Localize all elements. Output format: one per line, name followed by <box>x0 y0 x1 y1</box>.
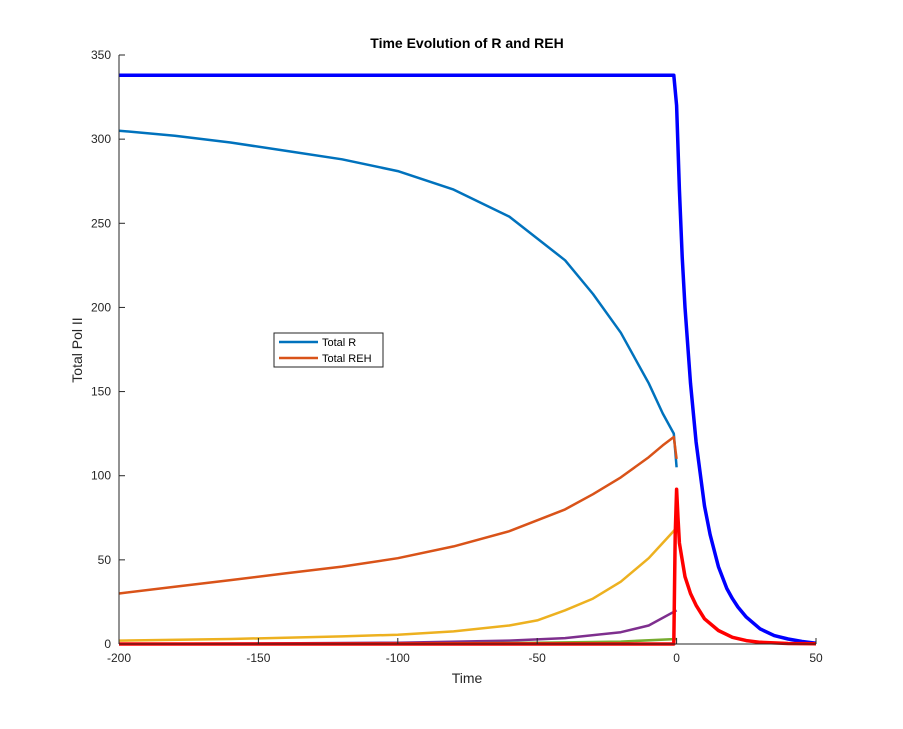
series-layer <box>118 73 817 646</box>
x-tick-label: 0 <box>673 651 680 665</box>
y-tick-label: 350 <box>91 48 111 62</box>
series-line-7 <box>119 487 817 646</box>
legend-label-total-r: Total R <box>322 337 356 349</box>
x-axis-title: Time <box>452 670 483 686</box>
series-line-3 <box>118 527 678 642</box>
y-tick-label: 0 <box>104 637 111 651</box>
x-tick-label: 50 <box>809 651 823 665</box>
series-line-2 <box>118 435 678 595</box>
y-tick-label: 50 <box>98 553 112 567</box>
y-tick-label: 150 <box>91 385 111 399</box>
chart-title: Time Evolution of R and REH <box>370 35 563 51</box>
x-tick-label: -50 <box>529 651 547 665</box>
x-tick-label: -100 <box>386 651 410 665</box>
y-axis-title: Total Pol II <box>69 317 85 382</box>
plot-area <box>119 55 816 644</box>
x-tick-label: -200 <box>107 651 131 665</box>
legend-label-total-reh: Total REH <box>322 353 372 365</box>
y-tick-label: 100 <box>91 469 111 483</box>
legend-box <box>273 332 384 368</box>
ticks-layer: -200 -150 -100 -50 0 50 0 50 100 150 200 250 300 350 <box>91 48 823 665</box>
series-line-1 <box>118 129 678 468</box>
series-line-6 <box>119 73 817 645</box>
y-tick-label: 200 <box>91 300 111 314</box>
y-tick-label: 300 <box>91 132 111 146</box>
x-tick-label: -150 <box>246 651 270 665</box>
y-tick-label: 250 <box>91 216 111 230</box>
axes-layer <box>118 55 816 645</box>
legend: Total R Total REH <box>273 332 384 368</box>
